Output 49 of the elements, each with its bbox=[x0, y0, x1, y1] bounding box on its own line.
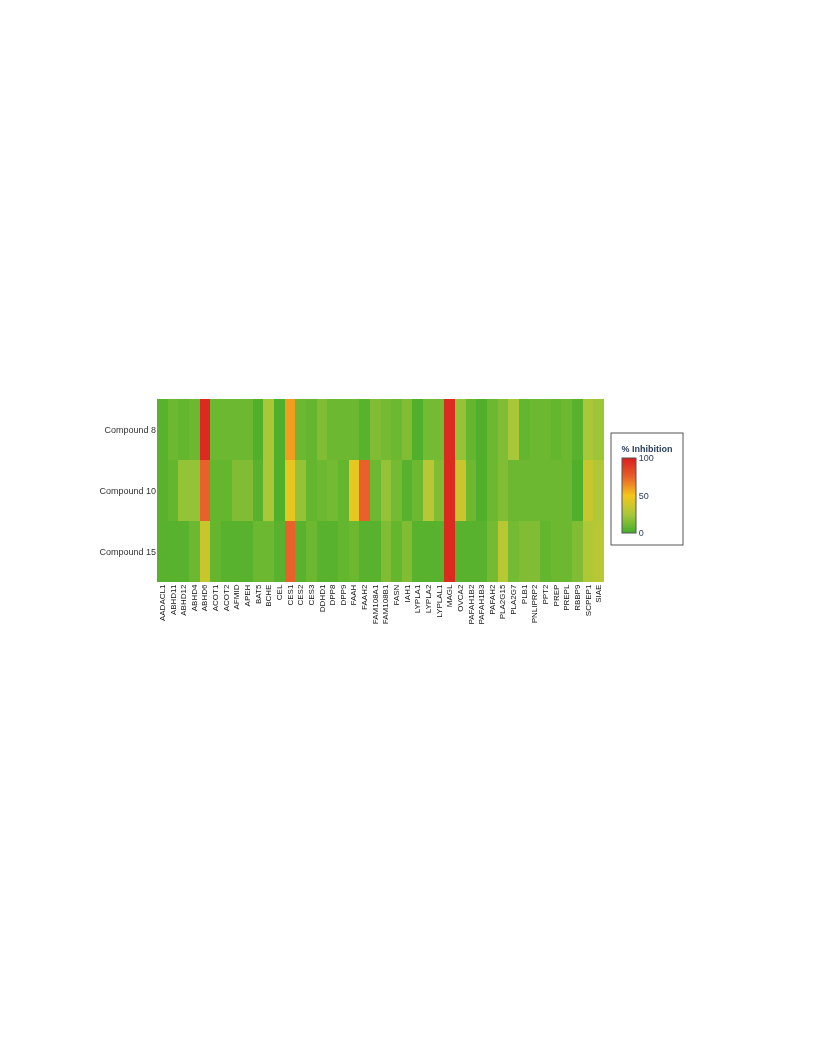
x-tick-label: FAAH2 bbox=[360, 584, 370, 610]
x-tick-label: ABHD6 bbox=[200, 584, 210, 612]
x-tick-label: AADACL1 bbox=[157, 584, 167, 622]
x-tick-label: PREP bbox=[551, 584, 561, 607]
color-bar-label: 100 bbox=[638, 453, 654, 464]
x-tick-label: DDHD1 bbox=[317, 584, 327, 613]
x-tick-label: IAH1 bbox=[402, 584, 412, 603]
x-tick-label: ABHD12 bbox=[179, 584, 189, 616]
x-tick-label: FAM108A1 bbox=[370, 584, 380, 625]
x-tick-label: PLA2G15 bbox=[498, 584, 508, 620]
x-tick-label: FAAH bbox=[349, 584, 359, 606]
x-tick-label: PLB1 bbox=[519, 584, 529, 605]
x-tick-label: SIAE bbox=[594, 584, 604, 603]
x-tick-label: PNLIPRP2 bbox=[530, 584, 540, 624]
x-tick-label: ABHD4 bbox=[189, 584, 199, 612]
x-tick-label: PAFAH2 bbox=[487, 584, 497, 615]
x-tick-label: PREPL bbox=[562, 584, 572, 611]
x-tick-label: PLA2G7 bbox=[509, 584, 519, 615]
x-tick-label: ACOT1 bbox=[211, 584, 221, 612]
x-tick-label: LYPLA1 bbox=[413, 584, 423, 614]
color-bar-label: 0 bbox=[638, 528, 644, 539]
x-tick-label: DPP9 bbox=[338, 584, 348, 606]
x-tick-label: ABHD11 bbox=[168, 584, 178, 616]
x-tick-label: MAGL bbox=[445, 584, 455, 608]
x-tick-label: FAM108B1 bbox=[381, 584, 391, 625]
x-tick-label: LYPLAL1 bbox=[434, 584, 444, 618]
x-tick-label: RBBP9 bbox=[572, 584, 582, 611]
x-tick-label: SCPEP1 bbox=[583, 584, 593, 617]
color-bar-title: % Inhibition bbox=[621, 444, 673, 455]
x-tick-label: PPT2 bbox=[541, 584, 551, 605]
x-tick-label: BCHE bbox=[264, 584, 274, 607]
x-tick-label: PAFAH1B2 bbox=[466, 584, 476, 625]
x-tick-label: PAFAH1B3 bbox=[477, 584, 487, 625]
x-tick-label: AFMID bbox=[232, 584, 242, 610]
x-tick-label: FASN bbox=[392, 584, 402, 606]
x-tick-label: CEL bbox=[274, 584, 284, 601]
y-tick-label: Compound 10 bbox=[99, 485, 156, 496]
x-tick-label: CES2 bbox=[296, 584, 306, 606]
x-tick-label: OVCA2 bbox=[455, 584, 465, 612]
x-tick-label: LYPLA2 bbox=[423, 584, 433, 614]
x-tick-label: DPP8 bbox=[328, 584, 338, 606]
y-tick-label: Compound 15 bbox=[99, 546, 156, 557]
x-tick-label: APEH bbox=[243, 584, 253, 607]
x-tick-label: CES3 bbox=[306, 584, 316, 606]
x-tick-label: ACOT2 bbox=[221, 584, 231, 612]
color-bar-label: 50 bbox=[638, 490, 649, 501]
x-tick-label: BAT5 bbox=[253, 584, 263, 605]
y-tick-label: Compound 8 bbox=[104, 424, 156, 435]
x-tick-label: CES1 bbox=[285, 584, 295, 606]
